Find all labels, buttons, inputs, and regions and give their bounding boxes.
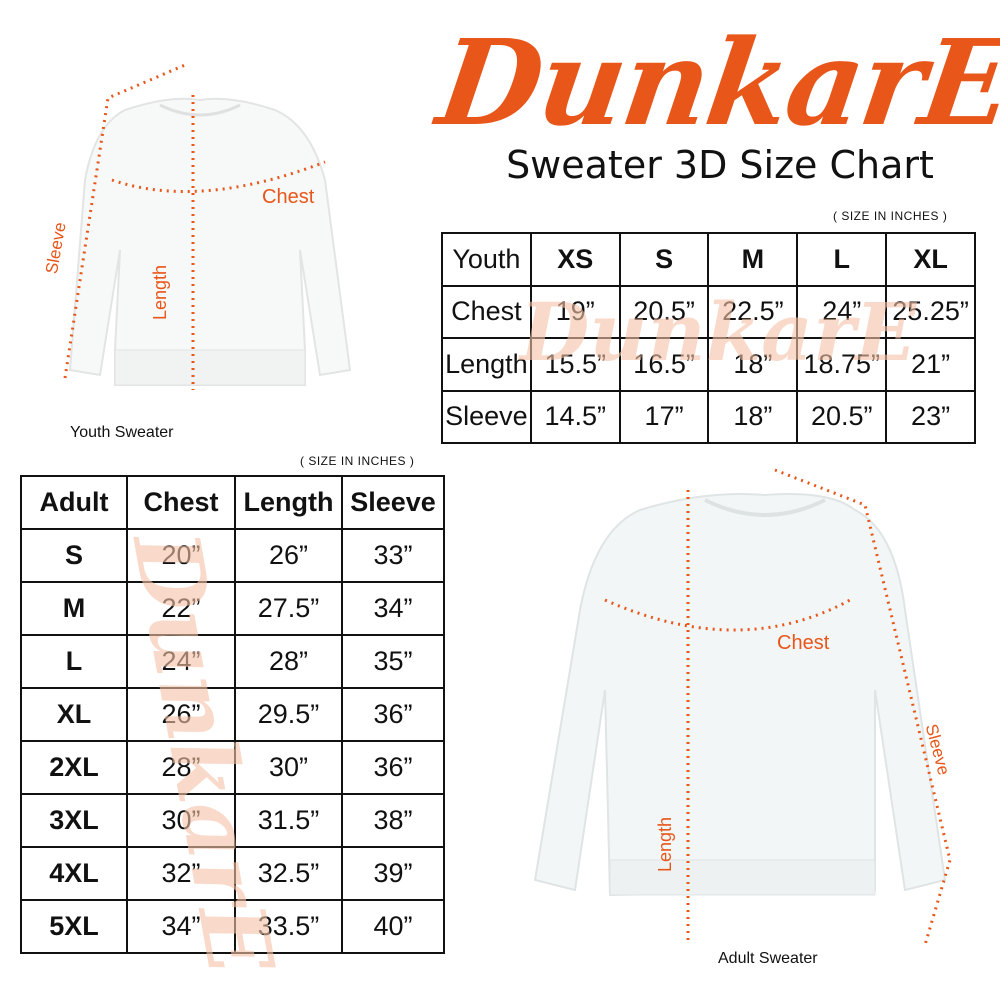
table-row: 3XL 30” 31.5” 38” — [20, 793, 445, 848]
row-label: L — [20, 634, 128, 689]
table-cell: 22.5” — [707, 284, 799, 339]
table-cell: 35” — [341, 634, 445, 689]
table-cell: 32.5” — [234, 846, 343, 901]
table-cell: 30” — [126, 793, 236, 848]
table-row: L 24” 28” 35” — [20, 634, 445, 689]
header-cell: XL — [885, 232, 976, 287]
brand-logo: DunkarE — [430, 13, 1000, 152]
table-cell: 32” — [126, 846, 236, 901]
table-cell: 31.5” — [234, 793, 343, 848]
table-cell: 28” — [234, 634, 343, 689]
row-label: M — [20, 581, 128, 636]
table-cell: 30” — [234, 740, 343, 795]
adult-chest-label: Chest — [777, 632, 830, 654]
table-header-row: Youth XS S M L XL — [441, 232, 976, 287]
table-cell: 34” — [126, 899, 236, 954]
table-cell: 27.5” — [234, 581, 343, 636]
table-cell: 18” — [707, 337, 799, 392]
adult-sweater-caption: Adult Sweater — [718, 950, 818, 967]
youth-size-table: Youth XS S M L XL Chest 19” 20.5” 22.5” … — [441, 232, 976, 444]
table-cell: 25.25” — [885, 284, 976, 339]
row-label: 4XL — [20, 846, 128, 901]
header-cell: Chest — [126, 475, 236, 530]
header-cell: Length — [234, 475, 343, 530]
table-cell: 38” — [341, 793, 445, 848]
table-row: XL 26” 29.5” 36” — [20, 687, 445, 742]
table-cell: 28” — [126, 740, 236, 795]
table-cell: 17” — [618, 389, 710, 444]
table-row: Chest 19” 20.5” 22.5” 24” 25.25” — [441, 284, 976, 339]
header-cell: L — [796, 232, 888, 287]
table-cell: 33” — [341, 528, 445, 583]
table-cell: 21” — [885, 337, 976, 392]
youth-sweater-caption: Youth Sweater — [70, 424, 174, 441]
row-label: S — [20, 528, 128, 583]
youth-length-label: Length — [150, 264, 170, 320]
table-cell: 36” — [341, 740, 445, 795]
youth-unit-note: ( SIZE IN INCHES ) — [833, 209, 948, 223]
table-row: 5XL 34” 33.5” 40” — [20, 899, 445, 954]
table-cell: 24” — [796, 284, 888, 339]
adult-size-table: Adult Chest Length Sleeve S 20” 26” 33” M 22… — [20, 475, 445, 954]
header-cell: XS — [529, 232, 621, 287]
table-cell: 39” — [341, 846, 445, 901]
table-row: Length 15.5” 16.5” 18” 18.75” 21” — [441, 337, 976, 392]
table-row: S 20” 26” 33” — [20, 528, 445, 583]
table-cell: 36” — [341, 687, 445, 742]
table-cell: 18.75” — [796, 337, 888, 392]
header-cell: Sleeve — [341, 475, 445, 530]
table-cell: 15.5” — [529, 337, 621, 392]
row-label: Sleeve — [441, 389, 532, 444]
table-cell: 19” — [529, 284, 621, 339]
table-cell: 18” — [707, 389, 799, 444]
table-cell: 14.5” — [529, 389, 621, 444]
row-label: 5XL — [20, 899, 128, 954]
table-cell: 33.5” — [234, 899, 343, 954]
table-cell: 26” — [126, 687, 236, 742]
header-cell: Youth — [441, 232, 532, 287]
table-cell: 16.5” — [618, 337, 710, 392]
table-cell: 20” — [126, 528, 236, 583]
table-header-row: Adult Chest Length Sleeve — [20, 475, 445, 530]
row-label: Chest — [441, 284, 532, 339]
header-cell: S — [618, 232, 710, 287]
page-title: Sweater 3D Size Chart — [506, 143, 934, 187]
table-cell: 34” — [341, 581, 445, 636]
table-cell: 40” — [341, 899, 445, 954]
table-row: 2XL 28” 30” 36” — [20, 740, 445, 795]
youth-sweater-illustration — [63, 63, 352, 390]
table-cell: 20.5” — [796, 389, 888, 444]
header-cell: Adult — [20, 475, 128, 530]
row-label: 2XL — [20, 740, 128, 795]
table-cell: 24” — [126, 634, 236, 689]
adult-sweater-illustration — [533, 468, 952, 946]
table-row: M 22” 27.5” 34” — [20, 581, 445, 636]
table-cell: 29.5” — [234, 687, 343, 742]
table-row: 4XL 32” 32.5” 39” — [20, 846, 445, 901]
table-row: Sleeve 14.5” 17” 18” 20.5” 23” — [441, 389, 976, 444]
adult-unit-note: ( SIZE IN INCHES ) — [300, 454, 415, 468]
row-label: 3XL — [20, 793, 128, 848]
row-label: XL — [20, 687, 128, 742]
table-cell: 23” — [885, 389, 976, 444]
table-cell: 22” — [126, 581, 236, 636]
table-cell: 20.5” — [618, 284, 710, 339]
header-cell: M — [707, 232, 799, 287]
table-cell: 26” — [234, 528, 343, 583]
adult-length-label: Length — [655, 816, 675, 872]
youth-chest-label: Chest — [262, 186, 315, 208]
row-label: Length — [441, 337, 532, 392]
